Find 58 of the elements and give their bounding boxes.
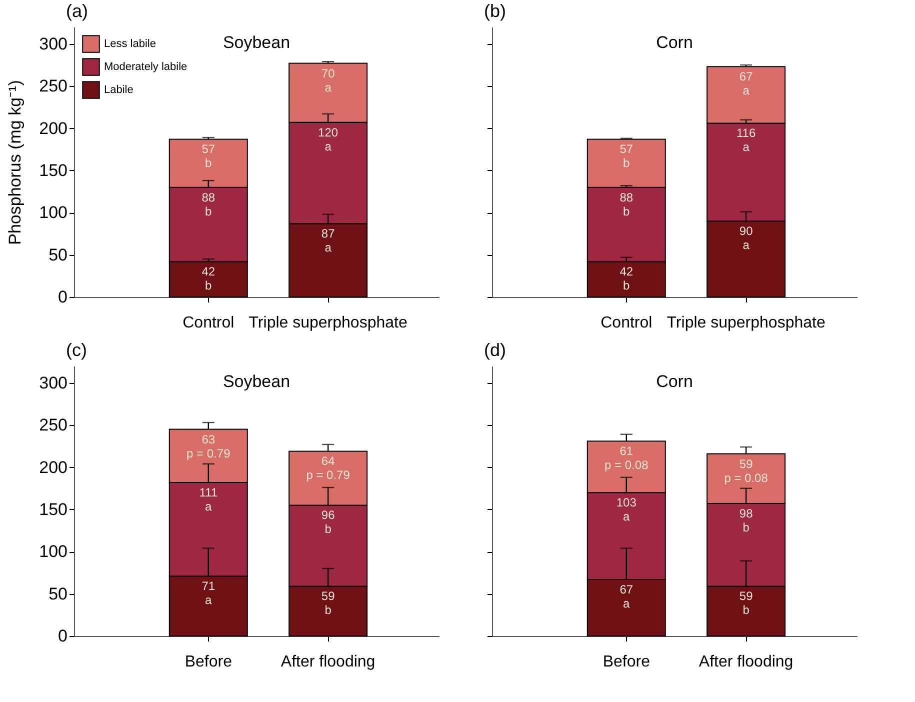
data-label: 63 p = 0.79 xyxy=(186,432,231,460)
x-tick-label: After flooding xyxy=(280,654,376,670)
x-tick-label: Triple superphosphate xyxy=(248,314,408,332)
y-tick-label: 150 xyxy=(39,160,68,180)
y-tick-label: 150 xyxy=(39,500,68,519)
y-tick-label: 50 xyxy=(48,584,68,604)
y-tick-label: 100 xyxy=(39,203,68,222)
x-tick-label: Triple superphosphate xyxy=(666,314,826,332)
y-tick-label: 100 xyxy=(39,542,68,562)
chart-title: Corn xyxy=(656,372,693,391)
data-label: 70 a xyxy=(321,66,336,94)
y-tick-label: 200 xyxy=(39,118,68,138)
x-tick-label: Before xyxy=(602,654,650,670)
y-tick-label: 250 xyxy=(39,416,68,435)
data-label: 59 p = 0.08 xyxy=(724,456,768,485)
text: (a) xyxy=(66,1,88,21)
data-label: 67 a xyxy=(739,70,754,98)
data-label: 59 b xyxy=(739,589,754,618)
data-label: 57 b xyxy=(202,142,216,170)
data-label: 67 a xyxy=(620,582,634,610)
x-tick-label: Control xyxy=(600,314,652,332)
x-tick-label: Before xyxy=(184,654,232,670)
data-label: 57 b xyxy=(620,142,634,170)
chart-title: Corn xyxy=(656,33,693,52)
y-tick-label: 300 xyxy=(39,373,68,392)
text: (c) xyxy=(66,340,87,360)
data-label: 87 a xyxy=(321,226,336,255)
data-label: 59 b xyxy=(321,589,336,618)
data-label: 120 a xyxy=(318,125,338,154)
data-label: 61 p = 0.08 xyxy=(604,444,649,472)
data-label: 116 a xyxy=(736,126,756,154)
text: (b) xyxy=(484,1,506,21)
data-label: 42 b xyxy=(620,264,634,293)
y-tick-label: 50 xyxy=(48,245,68,264)
legend-label: Moderately labile xyxy=(104,61,188,73)
chart-title: Soybean xyxy=(222,33,290,52)
x-tick-label: After flooding xyxy=(698,654,794,670)
y-tick-label: 200 xyxy=(39,458,68,477)
y-tick-label: 0 xyxy=(58,626,68,646)
legend-label: Labile xyxy=(104,84,134,96)
x-tick-label: Control xyxy=(182,314,234,332)
data-label: 71 a xyxy=(202,579,216,608)
legend-label: Less labile xyxy=(104,38,156,50)
data-label: 88 b xyxy=(202,190,216,218)
data-label: 96 b xyxy=(321,508,336,536)
data-label: 64 p = 0.79 xyxy=(306,454,350,482)
data-label: 90 a xyxy=(739,224,754,252)
y-tick-label: 250 xyxy=(39,76,68,96)
chart-title: Soybean xyxy=(222,372,290,391)
data-label: 111 a xyxy=(199,485,218,514)
data-label: 88 b xyxy=(620,190,634,218)
y-axis-title: Phosphorus (mg kg⁻¹) xyxy=(6,80,24,245)
text: (d) xyxy=(484,340,506,360)
y-tick-label: 300 xyxy=(39,34,68,54)
data-label: 98 b xyxy=(739,506,754,535)
data-label: 103 a xyxy=(616,496,637,524)
y-tick-label: 0 xyxy=(58,288,68,306)
data-label: 42 b xyxy=(202,264,216,293)
